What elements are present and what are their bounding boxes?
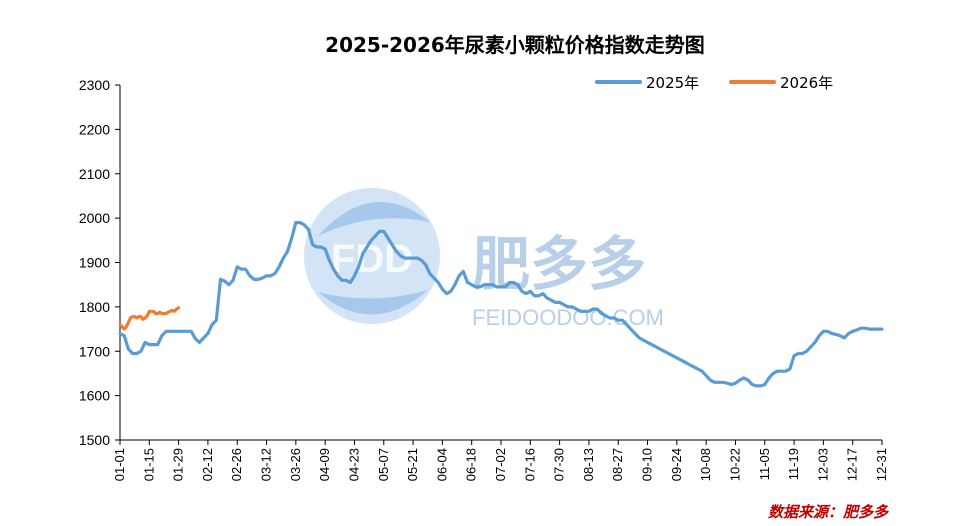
x-tick-label: 07-16 — [522, 448, 537, 481]
x-axis: 01-01 01-15 01-29 02-12 02-26 03-12 03-26 04-09… — [112, 439, 889, 481]
y-tick-label: 1600 — [79, 388, 110, 404]
x-tick-label: 05-21 — [405, 448, 420, 481]
legend-label-2025: 2025年 — [646, 74, 699, 92]
legend-item-2025: 2025年 — [595, 74, 699, 92]
watermark-logo-icon — [304, 188, 440, 324]
x-tick-label: 10-22 — [727, 448, 742, 481]
series-layer — [118, 221, 884, 388]
x-tick-label: 01-01 — [112, 448, 127, 481]
series-line-2025 — [118, 221, 884, 388]
x-tick-label: 08-13 — [581, 448, 596, 481]
legend: 2025年 2026年 — [595, 74, 833, 92]
x-tick-label: 01-29 — [171, 448, 186, 481]
series-line-2026 — [118, 306, 181, 331]
x-tick-label: 05-07 — [376, 448, 391, 481]
watermark-logo-text: FDD — [331, 237, 413, 281]
y-tick-label: 1700 — [79, 343, 110, 359]
legend-label-2026: 2026年 — [780, 74, 833, 92]
legend-item-2026: 2026年 — [729, 74, 833, 92]
x-tick-label: 02-12 — [200, 448, 215, 481]
x-tick-label: 03-26 — [288, 448, 303, 481]
x-tick-label: 10-08 — [698, 448, 713, 481]
x-tick-label: 09-10 — [640, 448, 655, 481]
watermark-leaf-icon-lower — [318, 290, 428, 315]
y-axis: 1500 1600 1700 1800 1900 2000 2100 2200 2300 — [79, 77, 121, 448]
x-tick-label: 01-15 — [141, 448, 156, 481]
x-tick-label: 06-18 — [464, 448, 479, 481]
y-tick-label: 2200 — [79, 121, 110, 137]
watermark-brand-en: FEIDOODOO.COM — [472, 305, 664, 330]
x-tick-label: 11-19 — [786, 448, 801, 480]
y-tick-label: 1900 — [79, 255, 110, 271]
x-tick-label: 07-02 — [493, 448, 508, 481]
y-tick-label: 2100 — [79, 166, 110, 182]
y-tick-label: 1800 — [79, 299, 110, 315]
watermark: FDD 肥多多 FEIDOODOO.COM — [304, 188, 664, 330]
x-tick-label: 09-24 — [669, 448, 684, 481]
x-tick-label: 03-12 — [259, 448, 274, 481]
x-tick-label: 08-27 — [610, 448, 625, 481]
chart-title: 2025-2026年尿素小颗粒价格指数走势图 — [325, 33, 705, 57]
x-tick-label: 02-26 — [229, 448, 244, 481]
y-tick-label: 2300 — [79, 77, 110, 93]
source-label: 数据来源：肥多多 — [768, 503, 889, 521]
y-tick-label: 2000 — [79, 210, 110, 226]
x-tick-label: 04-23 — [346, 448, 361, 481]
y-tick-label: 1500 — [79, 432, 110, 448]
x-tick-label: 06-04 — [434, 448, 449, 481]
watermark-leaf-icon — [318, 202, 430, 236]
x-tick-label: 12-31 — [874, 448, 889, 481]
x-tick-label: 12-17 — [845, 448, 860, 481]
x-tick-label: 07-30 — [552, 448, 567, 481]
x-tick-label: 12-03 — [815, 448, 830, 481]
x-tick-label: 11-05 — [757, 448, 772, 480]
x-tick-label: 04-09 — [317, 448, 332, 481]
